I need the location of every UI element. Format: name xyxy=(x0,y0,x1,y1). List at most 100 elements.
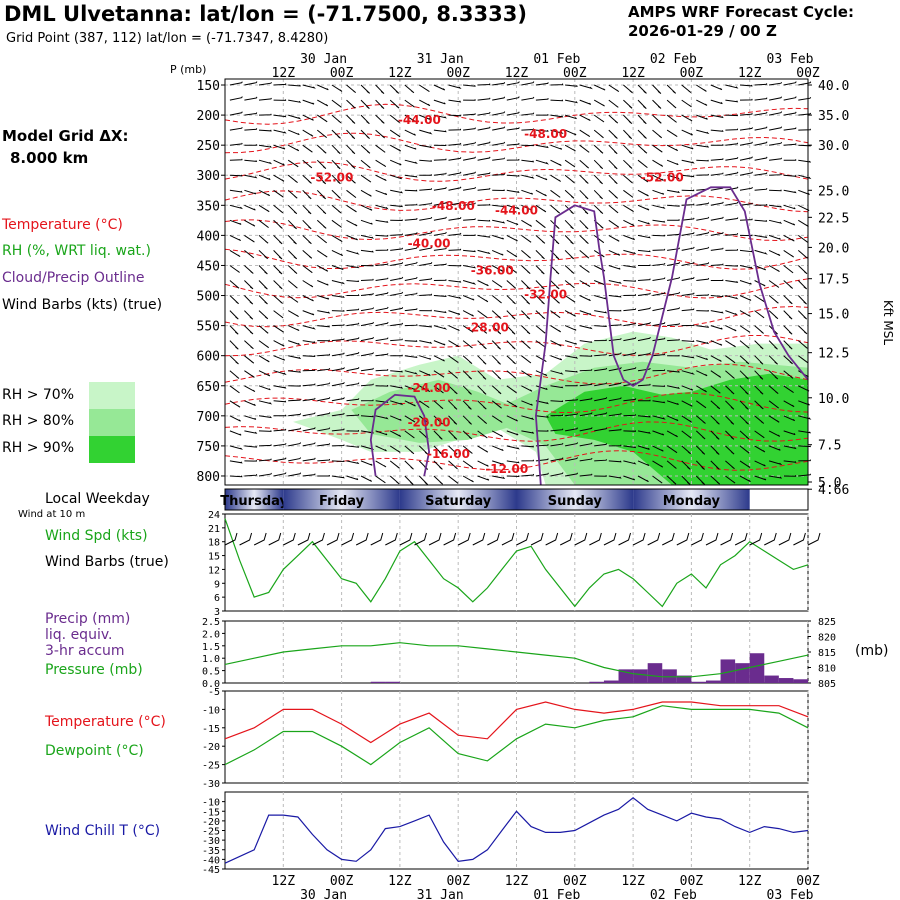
wind-barb xyxy=(331,412,345,417)
wind-barb xyxy=(462,355,473,365)
pressure-tick-label: 805 xyxy=(818,679,836,690)
wind-barb xyxy=(652,204,666,209)
surface-wind-barb xyxy=(472,532,486,546)
wind-barb xyxy=(419,325,433,328)
wind-barb xyxy=(433,186,447,191)
wind-barb xyxy=(623,84,633,94)
wind-barb xyxy=(287,250,298,260)
precip-bar xyxy=(778,678,794,683)
y-tick-label: -15 xyxy=(202,724,220,735)
wind-barb xyxy=(477,156,491,161)
wind-barb xyxy=(535,355,547,363)
wind-barb xyxy=(229,249,241,258)
wind-barb xyxy=(360,84,371,94)
wind-barb xyxy=(229,370,240,379)
wind-barb xyxy=(258,113,272,116)
wind-barb xyxy=(623,430,636,432)
wind-barb xyxy=(229,265,240,273)
wind-barb xyxy=(652,84,662,94)
wind-barb xyxy=(477,445,489,453)
wind-barb xyxy=(667,261,681,266)
wind-barb xyxy=(564,204,574,215)
local-weekday-label: Local Weekday xyxy=(45,491,150,507)
wind-chill-label: Wind Chill T (°C) xyxy=(45,823,161,839)
bottom-date-tick-label: 31 Jan xyxy=(417,888,464,900)
wind-barb xyxy=(768,415,780,423)
temperature-contour xyxy=(224,450,809,471)
wind-barb xyxy=(404,144,417,150)
wind-barb xyxy=(783,295,793,305)
wind-barb xyxy=(637,352,651,357)
wind-barb xyxy=(594,310,608,314)
wind-barb xyxy=(696,173,709,176)
wind-barb xyxy=(287,280,298,289)
wind-barb xyxy=(725,370,735,379)
wind-barb xyxy=(565,472,579,477)
wind-barb xyxy=(302,144,313,153)
surface-wind-barb xyxy=(341,532,355,546)
wind-barb xyxy=(462,370,473,380)
wind-barb xyxy=(725,340,736,348)
wind-barb xyxy=(564,340,577,345)
wind-barb xyxy=(754,475,767,481)
wind-barb xyxy=(667,338,680,342)
wind-barb xyxy=(258,189,271,197)
surface-wind-barb xyxy=(516,532,529,546)
y-tick-label: 18 xyxy=(208,538,220,549)
wind-barb xyxy=(521,445,534,448)
wind-barb xyxy=(710,114,724,119)
wind-barb xyxy=(710,201,724,206)
wind-barb xyxy=(404,114,416,122)
wind-barb xyxy=(652,430,665,436)
wind-barb xyxy=(623,308,637,312)
wind-barb xyxy=(375,415,389,420)
wind-barb xyxy=(346,114,356,124)
wind-barb xyxy=(346,280,360,283)
wind-barb xyxy=(754,219,768,222)
wind-barb xyxy=(244,128,258,131)
temperature-contour xyxy=(224,103,809,125)
wind-barb xyxy=(623,414,637,417)
wind-barb xyxy=(389,99,400,109)
wind-barb xyxy=(302,340,316,344)
wind-barb xyxy=(783,111,797,116)
wind-barb xyxy=(783,219,796,226)
wind-barb xyxy=(521,385,533,392)
wind-barb xyxy=(550,235,560,245)
wind-barb xyxy=(287,204,298,215)
wind-barb xyxy=(652,129,663,139)
weekday-label: Thursday xyxy=(220,494,288,509)
wind-barb xyxy=(652,400,666,404)
wind-barb xyxy=(623,159,633,169)
wind-barb xyxy=(492,234,504,240)
wind-barb xyxy=(608,174,618,185)
wind-barb xyxy=(389,475,400,485)
cross-section-frame xyxy=(224,78,809,486)
wind-barb xyxy=(768,370,779,380)
wind-barb xyxy=(769,111,783,116)
wind-barb xyxy=(433,430,443,440)
wind-barb xyxy=(477,126,491,131)
wind-barb xyxy=(404,189,418,192)
wind-barb xyxy=(593,174,603,185)
wind-barb xyxy=(593,144,604,154)
precip-bar xyxy=(662,669,677,683)
y-tick-label: 2.0 xyxy=(202,629,220,640)
wind-barb xyxy=(404,159,418,164)
wind-barb xyxy=(288,370,301,373)
wind-barb xyxy=(565,398,578,402)
wind-barb xyxy=(506,460,520,464)
wind-barb xyxy=(273,370,287,376)
wind-barb xyxy=(273,265,283,275)
wind-barb xyxy=(594,443,608,447)
surface-wind-barb xyxy=(720,532,734,546)
wind-barb xyxy=(623,144,633,155)
wind-barb xyxy=(258,310,269,320)
wind-barb xyxy=(696,309,709,312)
wind-barb xyxy=(550,385,564,389)
wind-barb xyxy=(302,383,316,387)
wind-barb xyxy=(594,339,607,342)
wind-barb xyxy=(375,189,388,196)
wind-barb xyxy=(273,442,287,447)
temperature-contour-label: -32.00 xyxy=(524,288,567,302)
